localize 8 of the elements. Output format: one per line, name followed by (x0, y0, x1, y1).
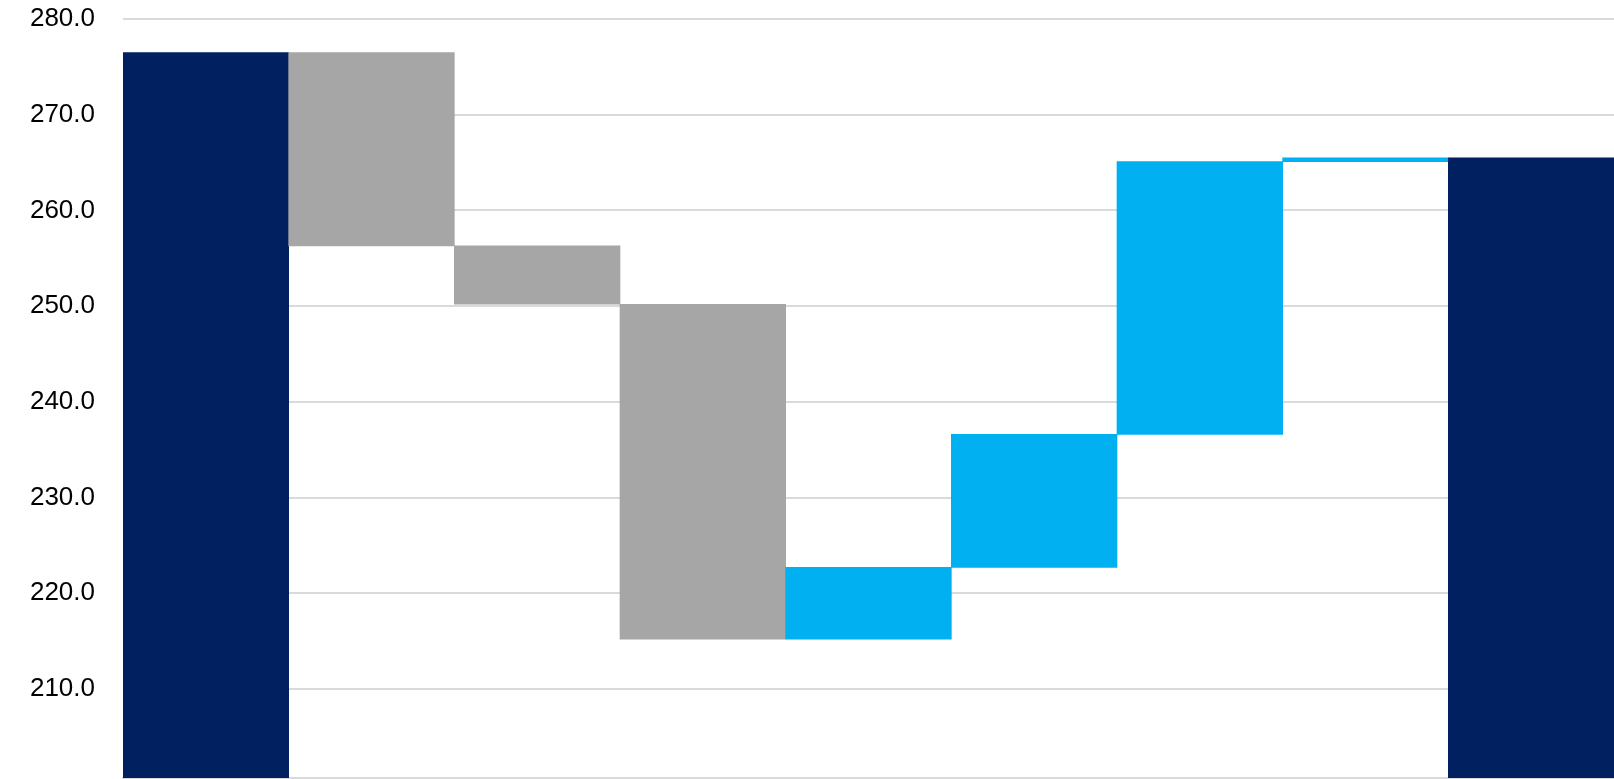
y-tick-label: 260.0 (29, 193, 95, 224)
y-tick-label: 240.0 (29, 385, 95, 416)
y-tick-label: 250.0 (29, 289, 95, 320)
y-tick-label: 220.0 (29, 576, 95, 607)
y-tick-label: 270.0 (29, 97, 95, 128)
y-tick-label: 210.0 (29, 672, 95, 703)
y-tick-label: 280.0 (29, 2, 95, 33)
y-tick-label: 230.0 (29, 480, 95, 511)
